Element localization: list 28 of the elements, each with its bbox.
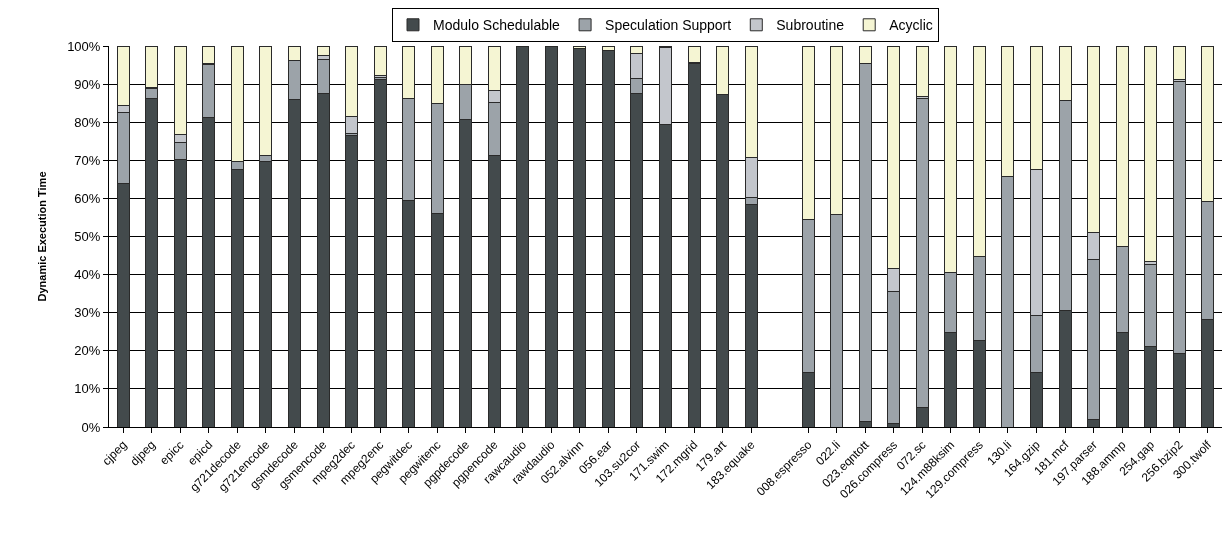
bar bbox=[259, 160, 273, 427]
bar bbox=[373, 79, 387, 427]
bar bbox=[915, 46, 929, 97]
y-tick-label: 30% bbox=[74, 305, 101, 321]
bar bbox=[1172, 46, 1186, 80]
bar bbox=[573, 47, 587, 427]
y-tick-label: 70% bbox=[74, 152, 101, 168]
y-tick-label: 90% bbox=[74, 76, 101, 92]
bar bbox=[316, 46, 330, 57]
legend-label: Acyclic bbox=[889, 17, 933, 34]
legend-label: Subroutine bbox=[776, 17, 845, 34]
y-tick-label: 50% bbox=[74, 229, 101, 245]
bar bbox=[601, 49, 615, 427]
bar bbox=[373, 46, 387, 77]
y-axis-title: Dynamic Execution Time bbox=[35, 171, 48, 302]
y-tick-label: 20% bbox=[74, 343, 101, 359]
y-tick-label: 80% bbox=[74, 114, 101, 130]
bar bbox=[544, 46, 558, 427]
y-tick-label: 0% bbox=[81, 419, 101, 435]
bar bbox=[516, 46, 530, 427]
y-tick-label: 60% bbox=[74, 190, 101, 206]
bar bbox=[345, 135, 359, 427]
legend-label: Speculation Support bbox=[605, 17, 732, 34]
legend-label: Modulo Schedulable bbox=[433, 17, 561, 34]
y-tick-label: 100% bbox=[67, 38, 101, 54]
y-tick-label: 10% bbox=[74, 381, 101, 397]
bar bbox=[1144, 46, 1158, 263]
y-tick-label: 40% bbox=[74, 267, 101, 283]
